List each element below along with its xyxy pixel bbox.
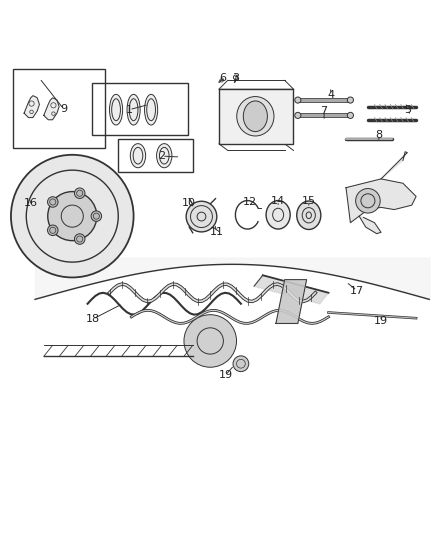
Circle shape bbox=[74, 188, 85, 198]
Polygon shape bbox=[276, 280, 307, 324]
Text: 8: 8 bbox=[375, 130, 382, 140]
Text: 10: 10 bbox=[181, 198, 195, 208]
Ellipse shape bbox=[157, 143, 172, 168]
Ellipse shape bbox=[127, 94, 140, 125]
Text: 1: 1 bbox=[126, 104, 133, 115]
Circle shape bbox=[48, 225, 58, 236]
Polygon shape bbox=[254, 275, 328, 304]
Text: 15: 15 bbox=[302, 196, 316, 206]
Circle shape bbox=[48, 191, 97, 241]
Text: 4: 4 bbox=[327, 90, 334, 100]
Bar bbox=[118, 140, 193, 172]
Ellipse shape bbox=[145, 94, 158, 125]
Text: 5: 5 bbox=[404, 104, 411, 115]
Bar bbox=[13, 69, 105, 148]
Circle shape bbox=[74, 234, 85, 244]
Circle shape bbox=[11, 155, 134, 278]
Circle shape bbox=[48, 197, 58, 207]
Circle shape bbox=[295, 97, 301, 103]
Circle shape bbox=[184, 314, 237, 367]
Text: 16: 16 bbox=[24, 198, 38, 208]
Text: 18: 18 bbox=[86, 314, 100, 324]
Text: 6: 6 bbox=[219, 73, 226, 83]
Text: 14: 14 bbox=[271, 196, 285, 206]
Ellipse shape bbox=[237, 96, 274, 136]
Polygon shape bbox=[24, 96, 39, 118]
Text: 11: 11 bbox=[210, 228, 224, 237]
Bar bbox=[92, 83, 188, 135]
Ellipse shape bbox=[243, 101, 267, 132]
Text: 2: 2 bbox=[159, 151, 166, 161]
Text: 12: 12 bbox=[243, 197, 257, 207]
Ellipse shape bbox=[297, 201, 321, 230]
Polygon shape bbox=[359, 216, 381, 233]
Circle shape bbox=[295, 112, 301, 118]
Circle shape bbox=[356, 189, 380, 213]
Ellipse shape bbox=[131, 143, 145, 168]
Text: 7: 7 bbox=[321, 106, 328, 116]
Polygon shape bbox=[44, 98, 59, 120]
Circle shape bbox=[91, 211, 102, 221]
Text: 19: 19 bbox=[219, 370, 233, 380]
Bar bbox=[219, 89, 293, 144]
Text: 3: 3 bbox=[232, 73, 239, 83]
Text: 9: 9 bbox=[60, 104, 67, 114]
Circle shape bbox=[347, 112, 353, 118]
Polygon shape bbox=[381, 152, 407, 179]
Circle shape bbox=[347, 97, 353, 103]
Text: 19: 19 bbox=[374, 316, 388, 326]
Polygon shape bbox=[346, 179, 416, 223]
Text: 17: 17 bbox=[350, 286, 364, 296]
Ellipse shape bbox=[186, 201, 217, 232]
Ellipse shape bbox=[110, 94, 123, 125]
Ellipse shape bbox=[266, 200, 290, 229]
Circle shape bbox=[233, 356, 249, 372]
